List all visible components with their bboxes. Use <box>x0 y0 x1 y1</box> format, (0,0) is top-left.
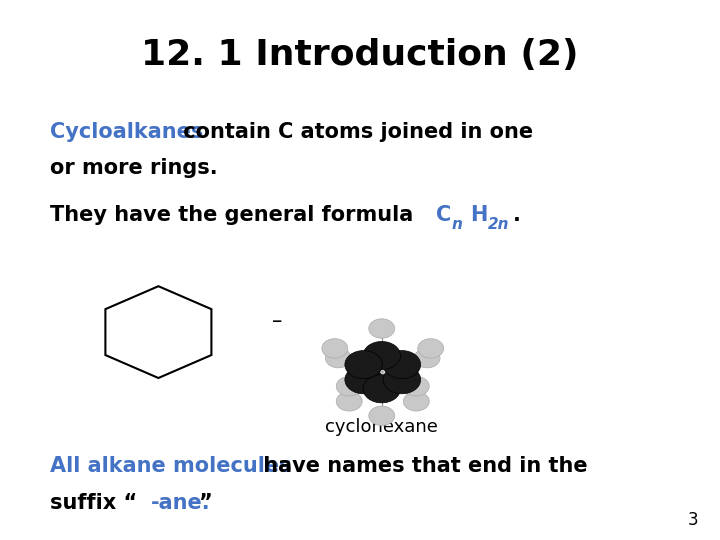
Circle shape <box>369 373 395 392</box>
Text: -ane.: -ane. <box>151 493 211 513</box>
Text: suffix “: suffix “ <box>50 493 138 513</box>
Text: have names that end in the: have names that end in the <box>256 456 588 476</box>
Circle shape <box>336 376 362 396</box>
Circle shape <box>345 366 382 394</box>
Text: –: – <box>272 311 282 332</box>
Circle shape <box>418 339 444 358</box>
Text: 12. 1 Introduction (2): 12. 1 Introduction (2) <box>141 38 579 72</box>
Text: 3: 3 <box>688 511 698 529</box>
Circle shape <box>369 406 395 426</box>
Text: contain C atoms joined in one: contain C atoms joined in one <box>176 122 534 141</box>
Text: .: . <box>513 205 521 225</box>
Circle shape <box>383 366 420 394</box>
Circle shape <box>383 350 420 379</box>
Circle shape <box>369 319 395 338</box>
Text: Cycloalkanes: Cycloalkanes <box>50 122 204 141</box>
Circle shape <box>414 348 440 368</box>
Circle shape <box>369 352 395 372</box>
Text: n: n <box>451 217 462 232</box>
Circle shape <box>363 375 400 403</box>
Text: or more rings.: or more rings. <box>50 158 218 178</box>
Circle shape <box>322 339 348 358</box>
Circle shape <box>363 341 400 369</box>
Text: cyclohexane: cyclohexane <box>325 418 438 436</box>
Text: ”: ” <box>198 493 212 513</box>
Text: They have the general formula: They have the general formula <box>50 205 421 225</box>
Circle shape <box>336 392 362 411</box>
Circle shape <box>345 350 382 379</box>
Text: C: C <box>436 205 451 225</box>
Text: 2n: 2n <box>487 217 509 232</box>
Circle shape <box>403 392 429 411</box>
Text: H: H <box>470 205 487 225</box>
Circle shape <box>403 376 429 396</box>
Text: All alkane molecules: All alkane molecules <box>50 456 292 476</box>
Circle shape <box>325 348 351 368</box>
